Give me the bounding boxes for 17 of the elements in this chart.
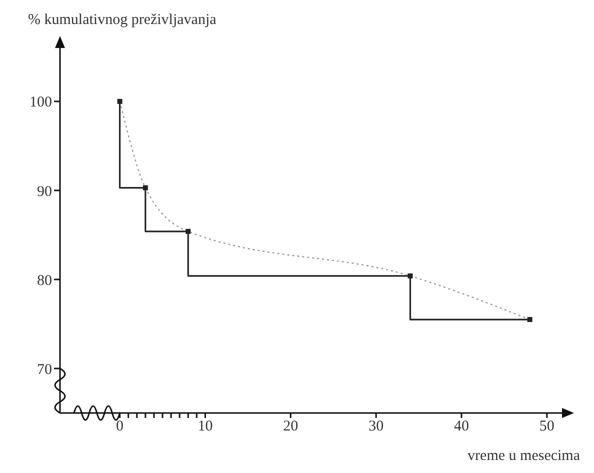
x-tick-label: 40 [454,418,469,435]
y-tick-label: 90 [37,184,52,200]
point [142,185,148,190]
x-tick-label: 10 [198,418,213,435]
point [117,98,122,104]
y-tick-label: 70 [37,362,52,378]
x-tick-label: 0 [116,418,124,435]
x-axis-title: vreme u mesecima [468,448,580,465]
point [186,228,191,234]
y-tick-label: 80 [37,272,52,289]
y-axis-title: % kumulativnog preživljavanja [28,12,216,29]
x-tick-label: 30 [368,418,384,435]
x-tick-label: 50 [539,418,554,435]
x-tick-label: 20 [283,418,298,435]
point [408,273,413,278]
point [527,317,532,322]
y-tick-label: 100 [30,94,52,111]
